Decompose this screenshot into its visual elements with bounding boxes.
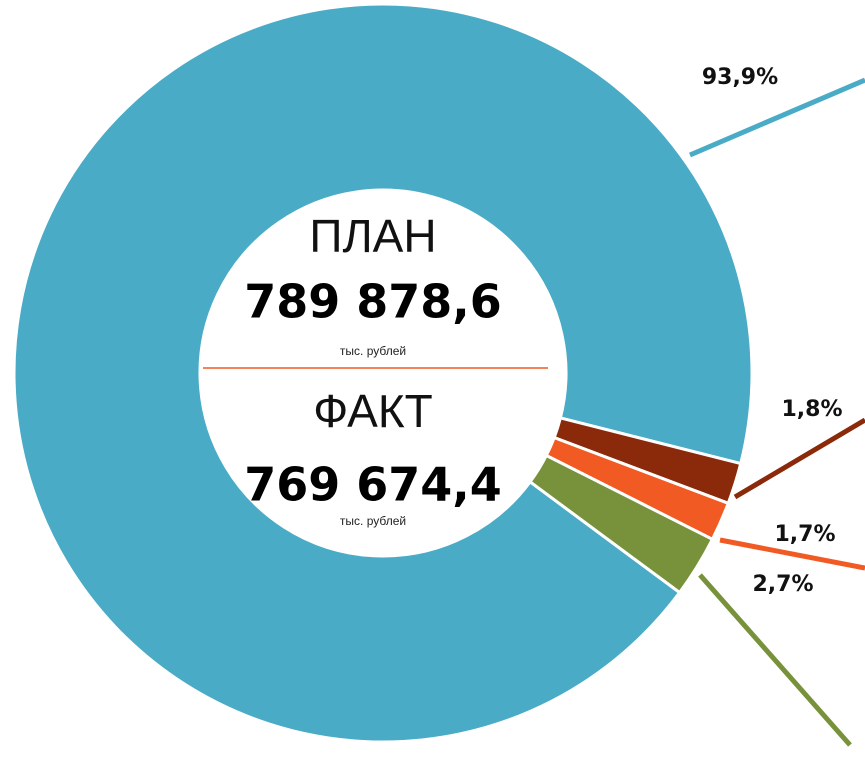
donut	[12, 2, 754, 744]
leader-line	[719, 537, 865, 571]
value-label: 2,7%	[752, 572, 813, 597]
value-label: 1,8%	[781, 397, 842, 422]
leader-line	[698, 573, 852, 747]
plan-label: ПЛАН	[309, 210, 436, 262]
value-label: 93,9%	[702, 65, 778, 90]
fact-label: ФАКТ	[313, 385, 433, 437]
leaders	[689, 77, 865, 747]
leader-line	[733, 417, 865, 500]
slice	[12, 2, 754, 744]
slice	[528, 453, 715, 595]
value-label: 1,7%	[774, 522, 835, 547]
fact-unit: тыс. рублей	[340, 514, 406, 528]
fact-value: 769 674,4	[244, 458, 502, 512]
leader-line	[689, 77, 865, 158]
plan-value: 789 878,6	[244, 275, 502, 329]
plan-unit: тыс. рублей	[340, 344, 406, 358]
